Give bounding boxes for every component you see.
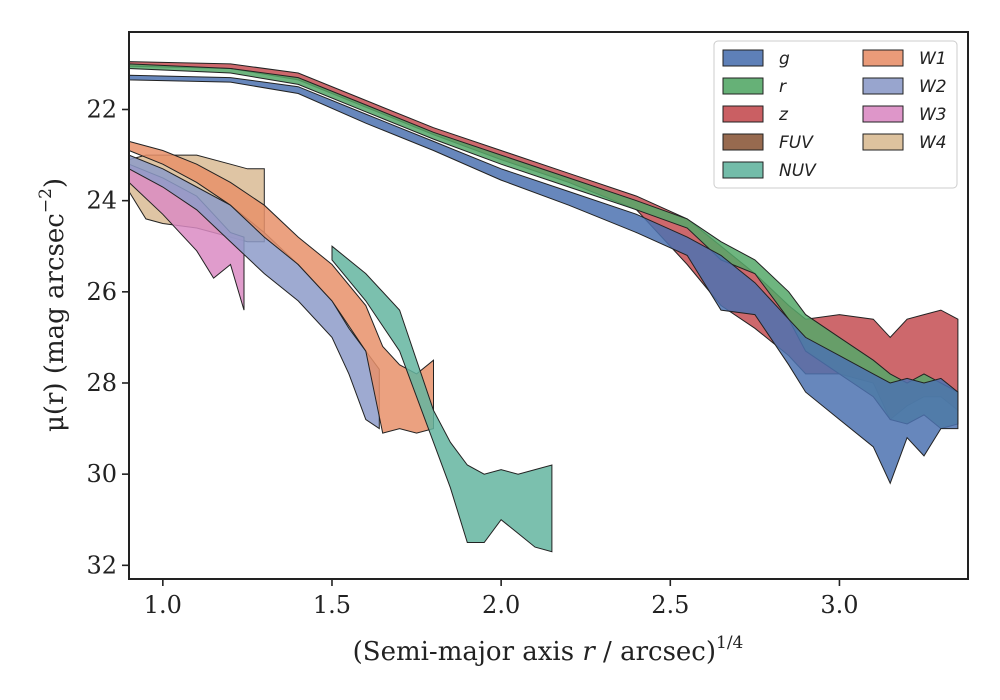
y-tick-label: 24 (86, 187, 117, 215)
y-tick-label: 32 (86, 551, 117, 579)
legend-swatch-w2 (862, 77, 904, 95)
y-tick-label: 22 (86, 95, 117, 123)
band-nuv (331, 245, 553, 553)
x-axis: 1.0 1.5 2.0 2.5 3.0 (144, 579, 859, 619)
legend-swatch-r (722, 77, 764, 95)
y-axis-label: μ(r) (mag arcsec−2) (36, 178, 70, 432)
legend-swatch-w1 (862, 49, 904, 67)
y-axis: 22 24 26 28 30 32 (86, 95, 129, 579)
x-tick-label: 1.0 (144, 591, 182, 619)
y-tick-label: 30 (86, 460, 117, 488)
y-tick-label: 26 (86, 278, 117, 306)
legend-label-w2: W2 (919, 77, 947, 97)
legend-label-g: g (779, 49, 790, 69)
legend-label-nuv: NUV (779, 161, 817, 181)
legend-label-w4: W4 (919, 133, 947, 153)
legend-label-r: r (779, 77, 787, 97)
x-tick-label: 1.5 (313, 591, 351, 619)
legend-label-fuv: FUV (779, 133, 814, 153)
legend-swatch-g (722, 49, 764, 67)
x-tick-label: 3.0 (820, 591, 858, 619)
plot-frame (128, 31, 969, 580)
legend-swatch-fuv (722, 133, 764, 151)
series-bands (128, 61, 959, 553)
legend-swatch-w3 (862, 105, 904, 123)
x-axis-label: (Semi-major axis r / arcsec)1/4 (353, 633, 744, 667)
x-tick-label: 2.5 (651, 591, 689, 619)
legend-swatch-z (722, 105, 764, 123)
legend: grz FUV NUV W1 W2 W3 W4 (713, 40, 958, 189)
y-tick-label: 28 (86, 369, 117, 397)
legend-swatch-w4 (862, 133, 904, 151)
legend-swatch-nuv (722, 161, 764, 179)
legend-label-z: z (778, 105, 789, 125)
legend-label-w1: W1 (919, 49, 947, 69)
x-tick-label: 2.0 (482, 591, 520, 619)
legend-label-w3: W3 (919, 105, 947, 125)
band-g (128, 74, 959, 485)
